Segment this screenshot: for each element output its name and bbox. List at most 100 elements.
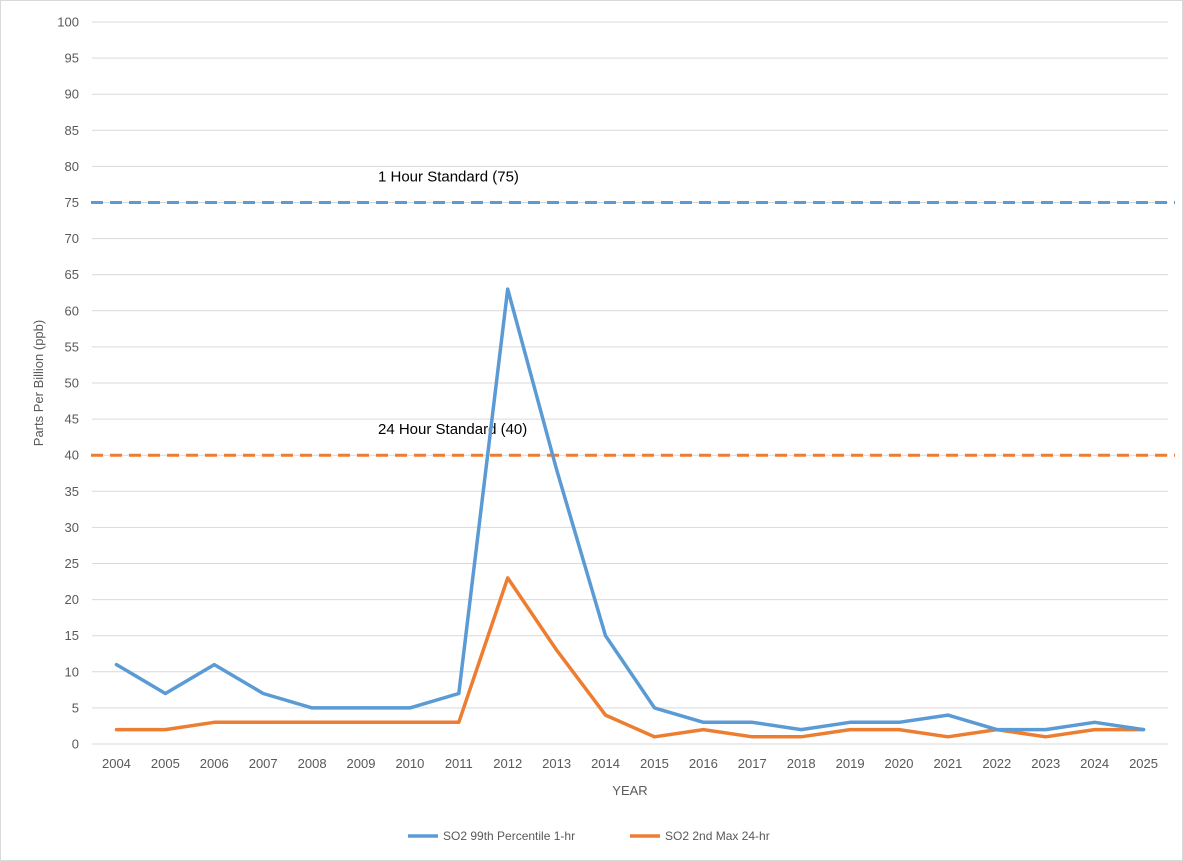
y-tick-label: 100	[57, 15, 79, 30]
x-tick-label: 2013	[542, 756, 571, 771]
x-tick-label: 2004	[102, 756, 131, 771]
x-tick-label: 2016	[689, 756, 718, 771]
data-point	[799, 735, 803, 739]
data-point	[946, 713, 950, 717]
data-point	[114, 728, 118, 732]
x-tick-label: 2012	[493, 756, 522, 771]
data-point	[163, 691, 167, 695]
data-point	[750, 720, 754, 724]
data-point	[897, 728, 901, 732]
y-tick-label: 60	[65, 303, 79, 318]
data-point	[457, 720, 461, 724]
x-axis-title: YEAR	[612, 783, 647, 798]
x-tick-label: 2011	[445, 756, 473, 771]
reference-line-label: 24 Hour Standard (40)	[378, 421, 527, 438]
data-point	[799, 728, 803, 732]
x-tick-label: 2022	[982, 756, 1011, 771]
data-point	[1093, 728, 1097, 732]
y-tick-label: 20	[65, 592, 79, 607]
data-point	[506, 576, 510, 580]
x-tick-label: 2008	[298, 756, 327, 771]
x-tick-label: 2024	[1080, 756, 1109, 771]
y-tick-label: 65	[65, 267, 79, 282]
x-tick-label: 2006	[200, 756, 229, 771]
y-tick-label: 10	[65, 664, 79, 679]
data-point	[701, 728, 705, 732]
x-tick-label: 2010	[395, 756, 424, 771]
y-tick-label: 80	[65, 159, 79, 174]
data-point	[1142, 728, 1146, 732]
data-point	[310, 720, 314, 724]
x-tick-label: 2021	[933, 756, 962, 771]
x-tick-label: 2017	[738, 756, 767, 771]
series-line	[114, 576, 1146, 739]
data-point	[408, 706, 412, 710]
data-point	[848, 720, 852, 724]
data-point	[1044, 728, 1048, 732]
x-tick-label: 2019	[836, 756, 865, 771]
data-point	[310, 706, 314, 710]
data-point	[555, 648, 559, 652]
y-axis-title: Parts Per Billion (ppb)	[31, 320, 46, 446]
data-point	[212, 663, 216, 667]
y-tick-label: 0	[72, 737, 79, 752]
legend-label: SO2 99th Percentile 1-hr	[443, 829, 575, 843]
y-tick-label: 95	[65, 51, 79, 66]
x-tick-label: 2014	[591, 756, 620, 771]
data-point	[261, 720, 265, 724]
data-point	[750, 735, 754, 739]
y-tick-label: 50	[65, 376, 79, 391]
y-tick-label: 5	[72, 700, 79, 715]
x-tick-label: 2018	[787, 756, 816, 771]
x-tick-label: 2023	[1031, 756, 1060, 771]
data-point	[604, 634, 608, 638]
data-point	[701, 720, 705, 724]
y-tick-label: 75	[65, 195, 79, 210]
data-point	[897, 720, 901, 724]
y-tick-label: 35	[65, 484, 79, 499]
y-tick-label: 85	[65, 123, 79, 138]
data-point	[1093, 720, 1097, 724]
reference-lines: 1 Hour Standard (75) 24 Hour Standard (40…	[91, 169, 1175, 457]
series-line	[114, 287, 1146, 732]
y-tick-label: 70	[65, 231, 79, 246]
x-tick-label: 2005	[151, 756, 180, 771]
x-tick-label: 2009	[347, 756, 376, 771]
x-axis-ticks: 2004 2005 2006 2007 2008 2009 2010 2011 2012 2013…	[102, 756, 1158, 771]
data-point	[359, 706, 363, 710]
data-point	[114, 663, 118, 667]
y-tick-label: 30	[65, 520, 79, 535]
data-point	[261, 691, 265, 695]
x-tick-label: 2020	[885, 756, 914, 771]
legend: SO2 99th Percentile 1-hr SO2 2nd Max 24-h…	[408, 829, 770, 843]
x-tick-label: 2007	[249, 756, 278, 771]
data-point	[457, 691, 461, 695]
legend-label: SO2 2nd Max 24-hr	[665, 829, 770, 843]
y-tick-label: 15	[65, 628, 79, 643]
data-point	[946, 735, 950, 739]
data-point	[604, 713, 608, 717]
data-point	[652, 706, 656, 710]
data-point	[408, 720, 412, 724]
y-tick-label: 25	[65, 556, 79, 571]
y-tick-label: 90	[65, 87, 79, 102]
data-point	[506, 287, 510, 291]
data-point	[555, 468, 559, 472]
gridlines	[92, 21, 1168, 745]
data-point	[652, 735, 656, 739]
y-tick-label: 55	[65, 339, 79, 354]
data-point	[212, 720, 216, 724]
y-tick-label: 40	[65, 448, 79, 463]
reference-line-label: 1 Hour Standard (75)	[378, 169, 519, 186]
x-tick-label: 2025	[1129, 756, 1158, 771]
series-lines	[114, 287, 1146, 739]
data-point	[995, 728, 999, 732]
x-tick-label: 2015	[640, 756, 669, 771]
data-point	[359, 720, 363, 724]
data-point	[1044, 735, 1048, 739]
y-axis-ticks: 0 5 10 15 20 25 30 35 40 45 50 55 60 65 70 75 80 85 90 95 10…	[57, 15, 79, 752]
data-point	[848, 728, 852, 732]
